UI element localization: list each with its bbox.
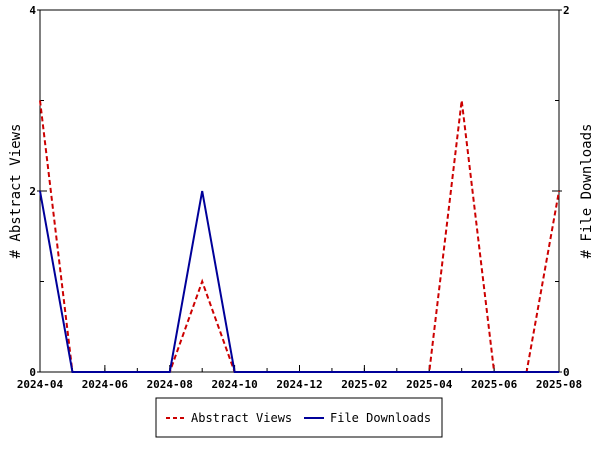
y-tick-label: 4: [29, 4, 36, 17]
series-line-file-downloads: [39, 190, 559, 373]
x-tick-label: 2025-08: [536, 378, 582, 391]
x-tick-label: 2024-12: [276, 378, 322, 391]
y-tick-label: 2: [29, 185, 36, 198]
x-tick-label: 2024-04: [17, 378, 64, 391]
x-tick-label: 2024-06: [82, 378, 129, 391]
y2-axis-title: # File Downloads: [579, 124, 595, 259]
x-tick-label: 2024-10: [211, 378, 257, 391]
legend-box: [155, 397, 443, 438]
y2-tick-label: 2: [563, 4, 570, 17]
y-tick-label: 0: [29, 366, 36, 379]
y-axis-title: # Abstract Views: [8, 124, 24, 259]
series-group: [39, 100, 560, 373]
plot-area: [39, 9, 560, 373]
legend-label-file-downloads: File Downloads: [330, 411, 431, 425]
legend-label-abstract-views: Abstract Views: [191, 411, 292, 425]
x-tick-label: 2025-02: [341, 378, 387, 391]
x-tick-label: 2025-04: [406, 378, 453, 391]
y2-tick-label: 0: [563, 366, 570, 379]
x-tick-label: 2024-08: [147, 378, 193, 391]
legend: Abstract Views File Downloads: [155, 397, 443, 438]
x-tick-label: 2025-06: [471, 378, 518, 391]
